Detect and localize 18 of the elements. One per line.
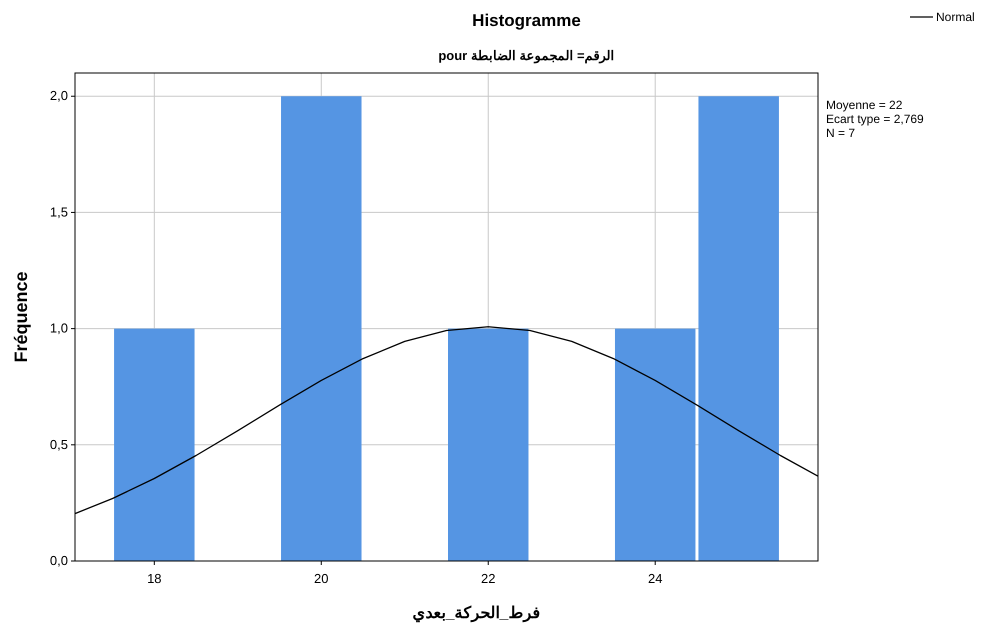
chart-title: Histogramme [472,11,581,30]
y-tick-label: 0,5 [50,436,68,452]
text: Moyenne = 22 [826,98,903,112]
x-tick-label: 20 [314,571,329,586]
x-axis-title: فرط_الحركة_بعدي [412,605,540,623]
chart-subtitle: pour الرقم= المجموعة الضابطة [438,48,615,64]
legend: Normal [910,10,975,24]
y-tick-label: 1,5 [50,204,68,220]
y-tick-label: 0,0 [50,553,68,568]
y-tick-label: 1,0 [50,320,68,336]
x-tick-label: 18 [147,571,162,586]
x-tick-label: 22 [481,571,496,586]
x-tick-label: 24 [648,571,662,586]
text: Ecart type = 2,769 [826,112,924,126]
text: N = 7 [826,126,856,140]
legend-label: Normal [936,10,975,24]
y-tick-label: 2,0 [50,88,68,104]
y-axis-title: Fréquence [11,271,31,363]
